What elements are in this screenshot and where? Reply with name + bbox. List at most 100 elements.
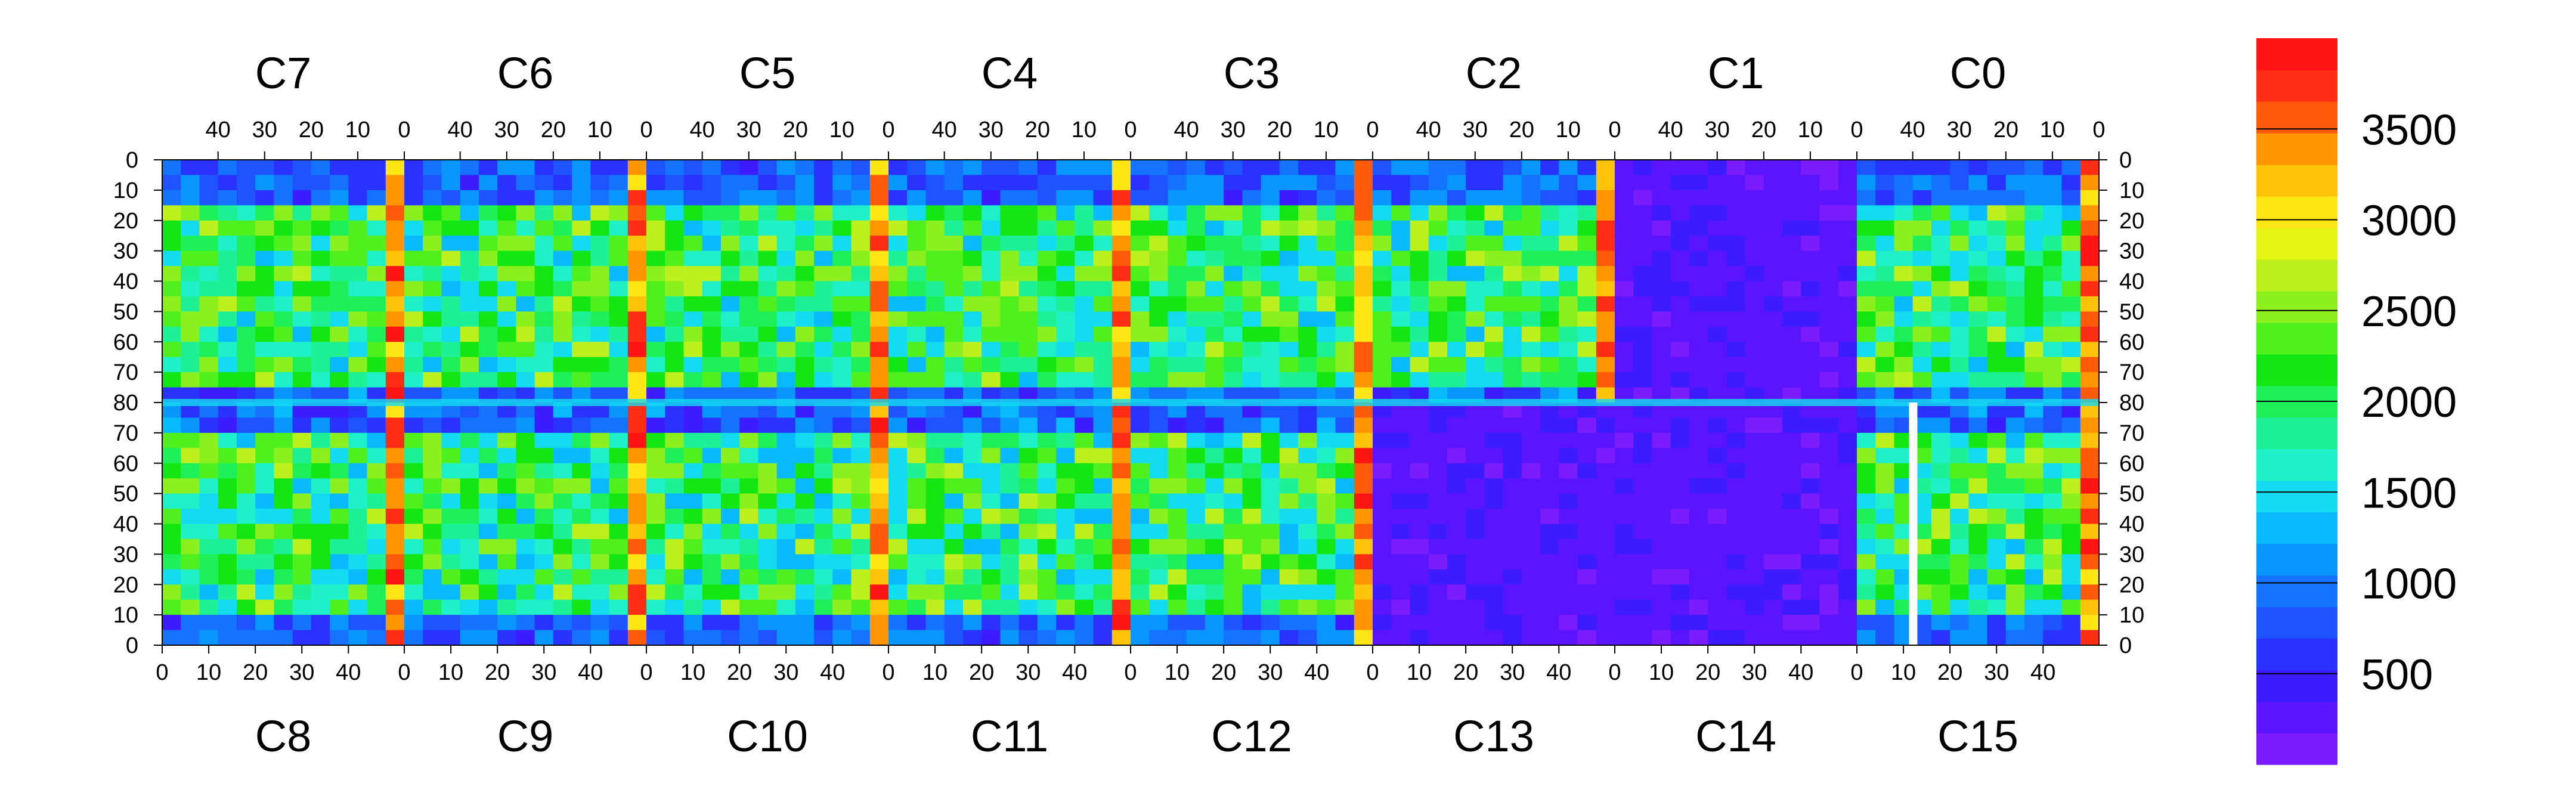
heatmap-cell (1335, 463, 1355, 479)
heatmap-cell (1224, 538, 1243, 555)
heatmap-cell (702, 326, 722, 342)
heatmap-cell (367, 615, 386, 631)
bottom-tick-label: 20 (1695, 660, 1720, 685)
heatmap-cell (1987, 266, 2007, 282)
heatmap-cell (1149, 584, 1168, 600)
heatmap-cell (739, 463, 758, 479)
heatmap-cell (292, 281, 312, 297)
heatmap-cell (1652, 220, 1671, 236)
heatmap-cell (609, 478, 628, 494)
heatmap-cell (1931, 220, 1950, 236)
heatmap-cell (627, 205, 647, 221)
heatmap-cell (1018, 569, 1038, 585)
heatmap-cell (1745, 615, 1764, 631)
heatmap-cell (1298, 493, 1317, 509)
heatmap-cell (1726, 463, 1746, 479)
heatmap-cell (1018, 236, 1038, 252)
heatmap-cell (720, 250, 740, 267)
heatmap-cell (720, 569, 740, 585)
heatmap-cell (2080, 296, 2100, 312)
heatmap-cell (1689, 630, 1708, 646)
heatmap-cell (1857, 448, 1876, 464)
heatmap-cell (1261, 342, 1280, 358)
heatmap-cell (1708, 509, 1727, 525)
heatmap-cell (2005, 463, 2025, 479)
heatmap-cell (1186, 569, 1206, 585)
heatmap-cell (1577, 478, 1597, 494)
heatmap-cell (1745, 538, 1764, 555)
top-tick-label: 40 (1658, 117, 1683, 143)
heatmap-cell (851, 432, 871, 448)
heatmap-cell (962, 250, 982, 267)
heatmap-cell (1652, 357, 1671, 373)
heatmap-cell (795, 538, 815, 555)
top-tick-label: 10 (1314, 117, 1339, 143)
heatmap-cell (1726, 220, 1746, 236)
bottom-tick-label: 40 (820, 660, 845, 685)
heatmap-cell (218, 448, 237, 464)
heatmap-cell (497, 463, 516, 479)
heatmap-cell (925, 417, 945, 434)
heatmap-cell (1968, 432, 1988, 448)
heatmap-cell (330, 296, 349, 312)
heatmap-cell (814, 372, 833, 388)
heatmap-cell (1670, 372, 1690, 388)
heatmap-cell (1708, 463, 1727, 479)
heatmap-cell (665, 554, 684, 570)
heatmap-cell (888, 326, 908, 342)
heatmap-cell (2080, 357, 2100, 373)
heatmap-cell (1540, 357, 1559, 373)
heatmap-cell (1466, 357, 1485, 373)
heatmap-cell (1111, 205, 1131, 221)
heatmap-cell (1354, 311, 1373, 327)
heatmap-cell (311, 205, 330, 221)
heatmap-cell (274, 311, 293, 327)
heatmap-cell (385, 220, 405, 236)
heatmap-cell (1093, 554, 1113, 570)
heatmap-cell (888, 463, 908, 479)
colorbar-tick-label: 500 (2361, 651, 2433, 699)
heatmap-cell (181, 236, 200, 252)
heatmap-cell (1801, 160, 1820, 175)
heatmap-cell (1168, 296, 1187, 312)
heatmap-cell (441, 538, 461, 555)
heatmap-cell (627, 599, 647, 615)
heatmap-cell (236, 175, 256, 191)
heatmap-cell (1931, 432, 1950, 448)
heatmap-cell (1168, 311, 1187, 327)
heatmap-cell (2061, 342, 2081, 358)
heatmap-cell (888, 493, 908, 509)
heatmap-cell (1111, 478, 1131, 494)
heatmap-cell (962, 175, 982, 191)
heatmap-cell (1410, 463, 1429, 479)
heatmap-cell (609, 615, 628, 631)
heatmap-cell (1428, 493, 1448, 509)
heatmap-cell (255, 311, 274, 327)
heatmap-cell (1745, 160, 1764, 175)
heatmap-cell (2061, 205, 2081, 221)
heatmap-cell (348, 160, 368, 175)
heatmap-cell (1652, 524, 1671, 540)
heatmap-cell (627, 569, 647, 585)
heatmap-cell (1577, 630, 1597, 646)
heatmap-cell (1801, 266, 1820, 282)
heatmap-cell (1242, 372, 1262, 388)
heatmap-cell (1819, 190, 1839, 206)
heatmap-cell (758, 509, 778, 525)
heatmap-cell (181, 160, 200, 175)
heatmap-cell (1912, 236, 1932, 252)
top-tick-label: 20 (1509, 117, 1534, 143)
heatmap-cell (1912, 250, 1932, 267)
right-tick-label: 80 (2119, 391, 2144, 416)
heatmap-cell (1615, 493, 1634, 509)
heatmap-cell (1652, 630, 1671, 646)
heatmap-cell (1149, 599, 1168, 615)
heatmap-cell (627, 372, 647, 388)
heatmap-cell (385, 372, 405, 388)
heatmap-cell (1428, 463, 1448, 479)
heatmap-cell (1801, 357, 1820, 373)
heatmap-cell (2061, 509, 2081, 525)
heatmap-cell (1298, 311, 1317, 327)
heatmap-cell (888, 524, 908, 540)
heatmap-cell (255, 160, 274, 175)
